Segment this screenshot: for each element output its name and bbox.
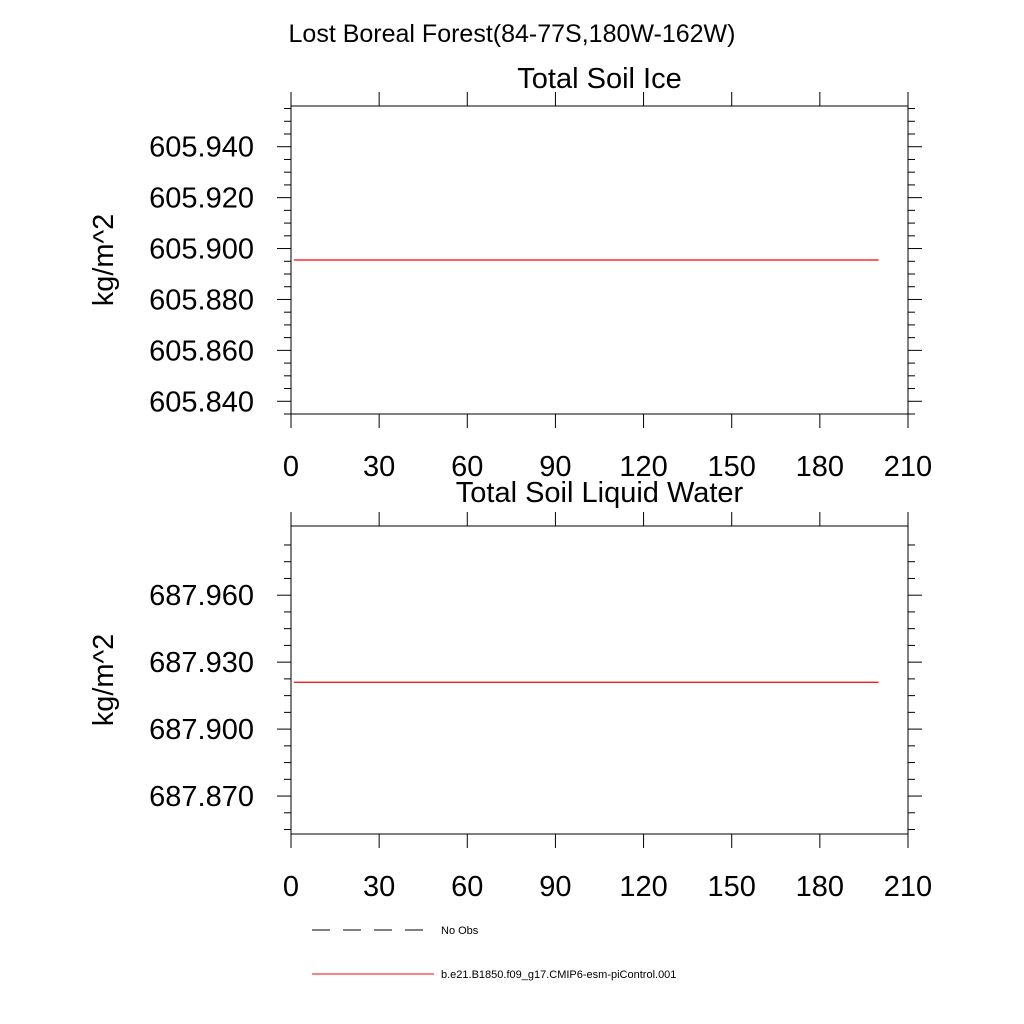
x-tick-label: 30 <box>363 451 395 483</box>
chart-panel-1: Total Soil Ice kg/m^2 0 30 60 90 120 150 180 210 6… <box>88 63 932 483</box>
x-tick-label: 210 <box>884 871 932 903</box>
x-tick-label: 120 <box>619 451 667 483</box>
x-tick-label: 180 <box>796 451 844 483</box>
x-tick-label: 120 <box>619 871 667 903</box>
chart-title: Total Soil Ice <box>517 63 681 95</box>
x-tick-label: 180 <box>796 871 844 903</box>
x-tick-label: 150 <box>708 451 756 483</box>
legend-label-2: b.e21.B1850.f09_g17.CMIP6-esm-piControl.… <box>441 969 676 981</box>
plot-frame <box>290 105 909 415</box>
figure-title: Lost Boreal Forest(84-77S,180W-162W) <box>289 20 736 48</box>
y-tick-label: 687.870 <box>149 781 254 813</box>
chart-panel-2: Total Soil Liquid Water kg/m^2 0 30 60 90 120 1… <box>88 477 932 903</box>
y-tick-label: 605.920 <box>149 183 254 215</box>
y-tick-label: 687.930 <box>149 647 254 679</box>
y-tick-label: 605.840 <box>149 386 254 418</box>
y-axis-label: kg/m^2 <box>88 214 120 307</box>
legend: No Obs b.e21.B1850.f09_g17.CMIP6-esm-piCo… <box>312 925 676 981</box>
y-tick-label: 605.860 <box>149 335 254 367</box>
y-tick-label: 605.940 <box>149 132 254 164</box>
y-tick-label: 605.880 <box>149 284 254 316</box>
x-tick-label: 60 <box>451 871 483 903</box>
x-tick-label: 210 <box>884 451 932 483</box>
y-tick-label: 605.900 <box>149 234 254 266</box>
chart-title: Total Soil Liquid Water <box>456 477 744 509</box>
x-tick-label: 150 <box>708 871 756 903</box>
x-tick-label: 30 <box>363 871 395 903</box>
x-tick-label: 0 <box>283 871 299 903</box>
y-axis-label: kg/m^2 <box>88 634 120 727</box>
y-tick-label: 687.900 <box>149 714 254 746</box>
x-tick-label: 90 <box>539 451 571 483</box>
x-tick-label: 60 <box>451 451 483 483</box>
legend-label-1: No Obs <box>441 925 479 937</box>
plot-frame <box>290 525 909 835</box>
x-tick-label: 0 <box>283 451 299 483</box>
y-tick-label: 687.960 <box>149 580 254 612</box>
x-tick-label: 90 <box>539 871 571 903</box>
